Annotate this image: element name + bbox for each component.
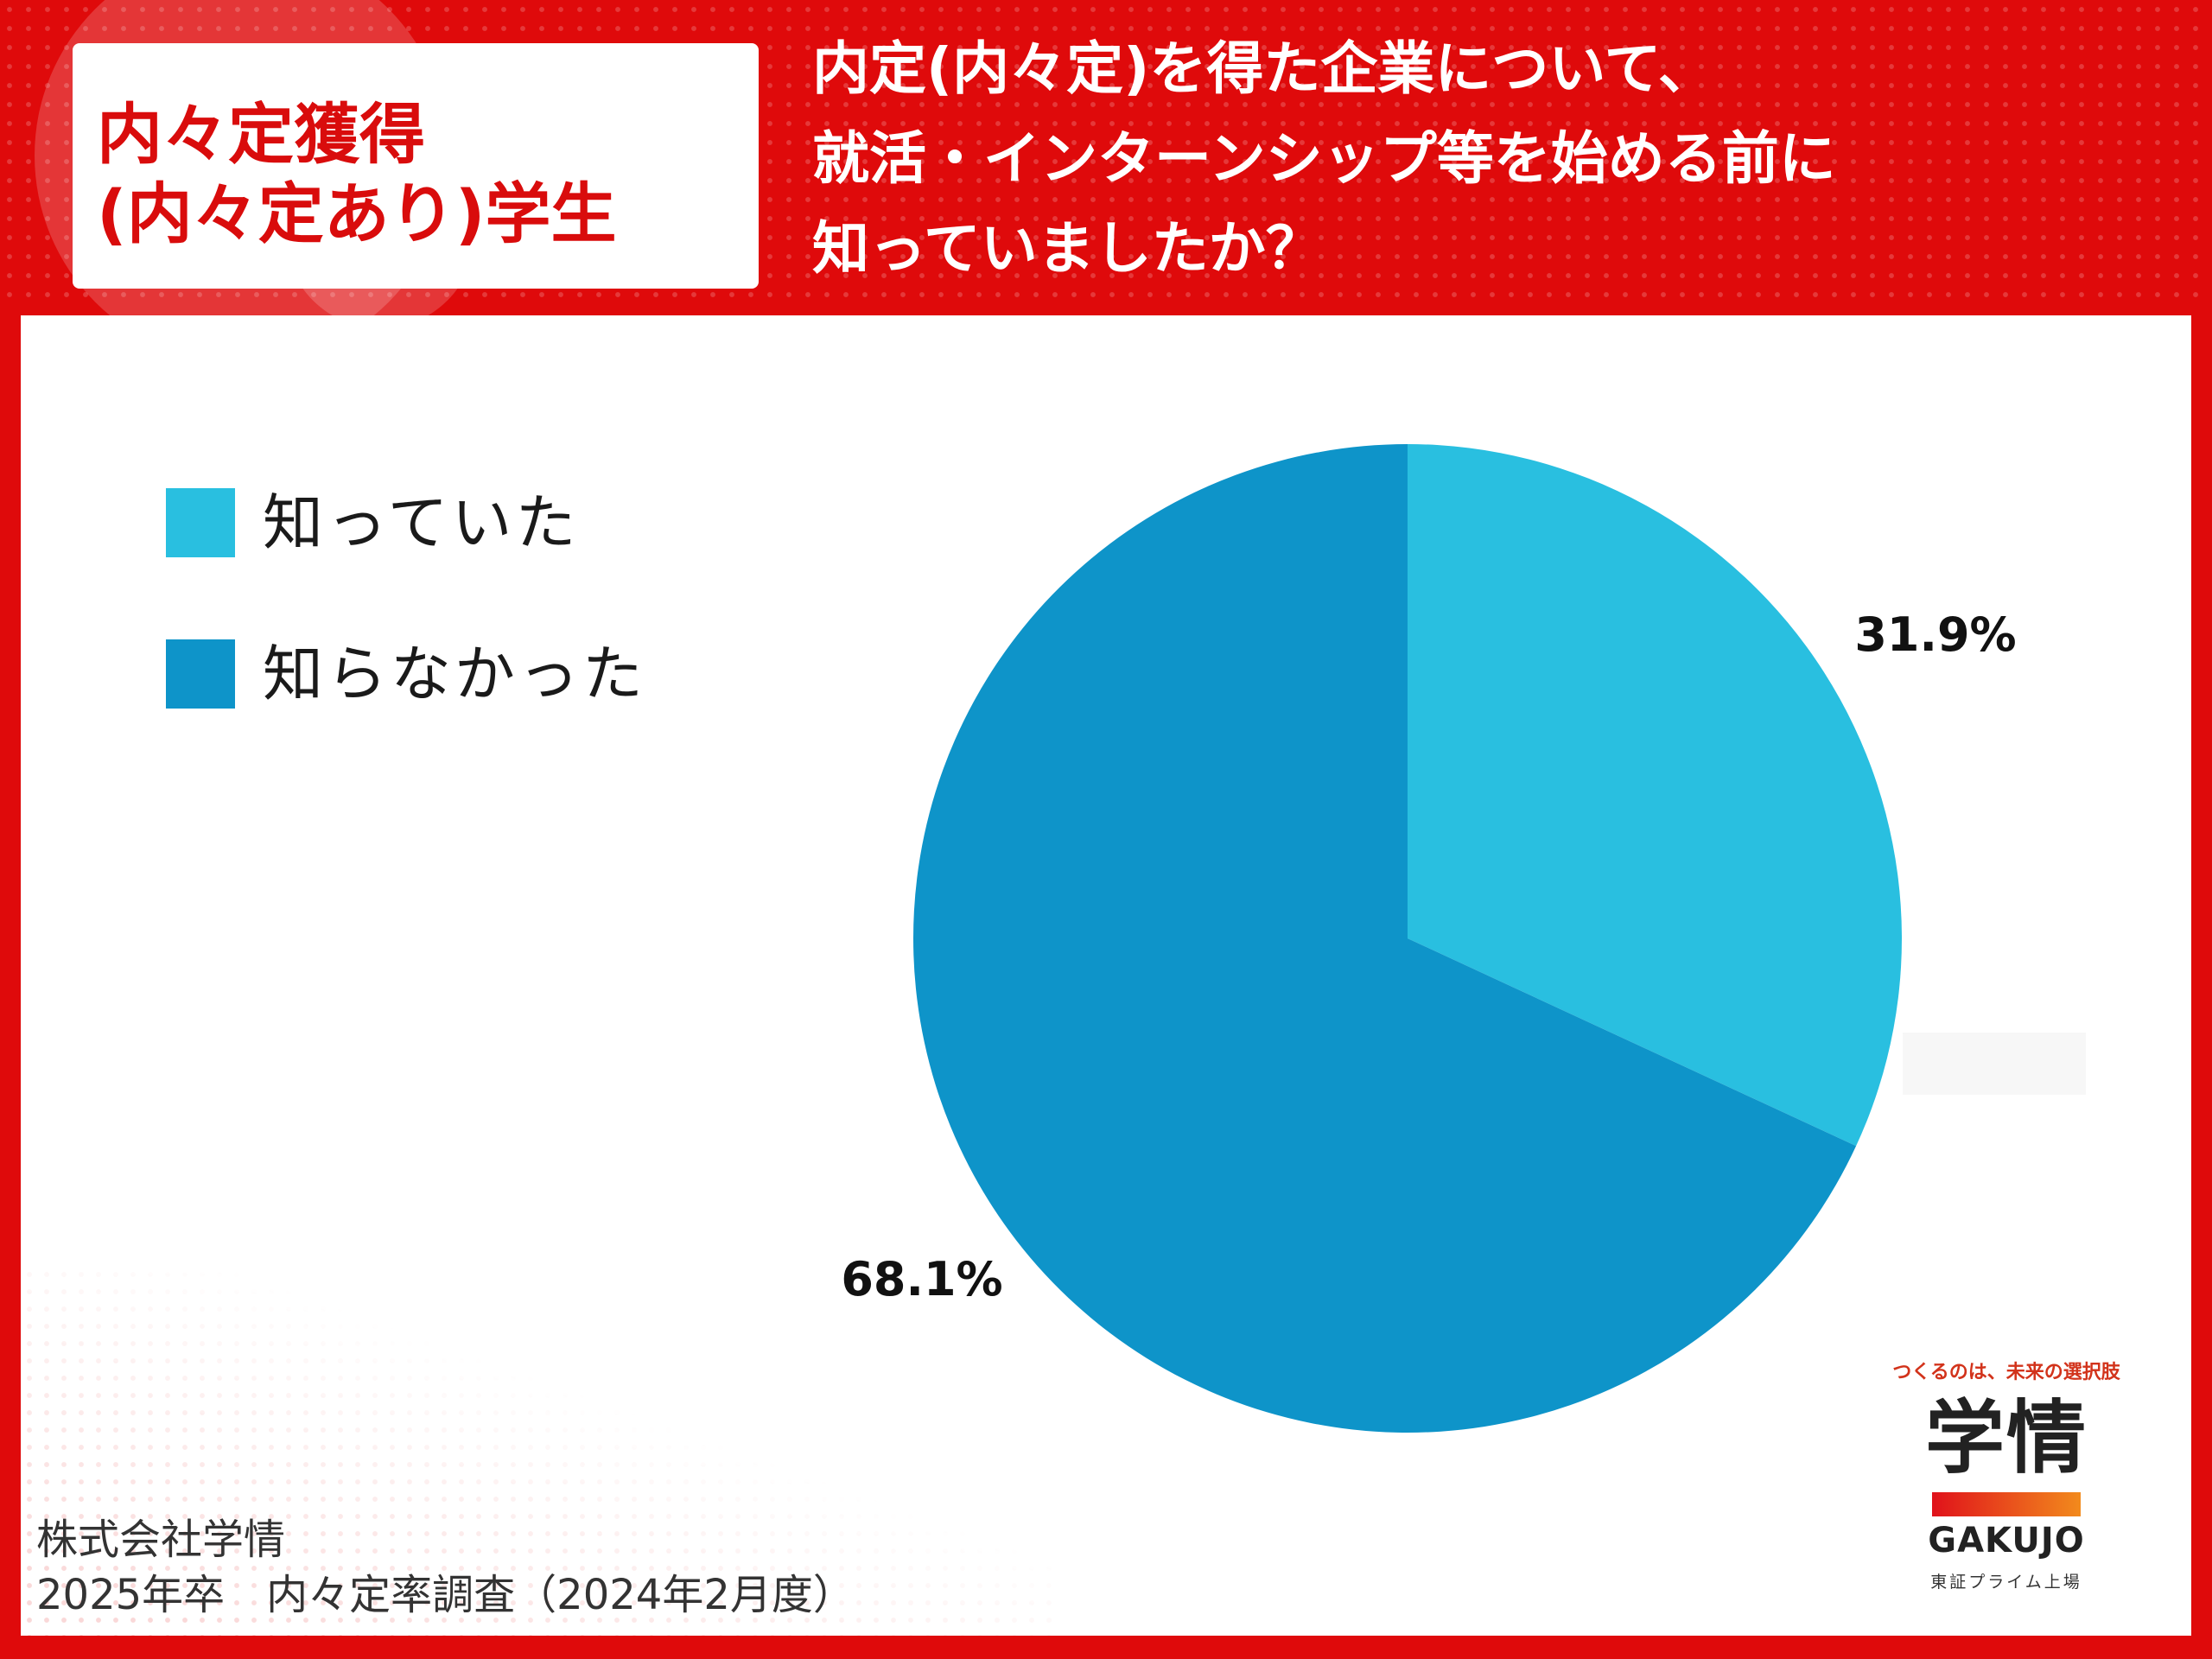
- pie-chart: 31.9% 68.1%: [841, 443, 2017, 1433]
- pie-slice-knew: [1408, 444, 1902, 1147]
- legend-label-knew: 知っていた: [263, 487, 580, 558]
- logo-tagline: つくるのは、未来の選択肢: [1892, 1362, 2120, 1383]
- legend-swatch-knew: [166, 488, 235, 557]
- source-credit: 株式会社学情 2025年卒 内々定率調査（2024年2月度）: [36, 1516, 855, 1619]
- blank-placeholder-box: [1903, 1033, 2086, 1095]
- logo-subtitle: 東証プライム上場: [1930, 1573, 2082, 1592]
- pie-value-label-didnt-know: 68.1%: [841, 1252, 1002, 1306]
- pie-slice-didnt-know: [912, 443, 1857, 1433]
- survey-question: 内定(内々定)を得た企業について、 就活・インターンシップ等を始める前に 知って…: [812, 35, 1836, 282]
- logo-name: GAKUJO: [1928, 1521, 2085, 1560]
- gakujo-logo: つくるのは、未来の選択肢 学情 GAKUJO 東証プライム上場: [1882, 1357, 2131, 1616]
- segment-tag-label: 内々定獲得 (内々定あり)学生: [97, 96, 617, 252]
- pie-value-label-knew: 31.9%: [1854, 607, 2016, 662]
- logo-mark: 学情: [1924, 1392, 2088, 1484]
- legend-swatch-didnt-know: [166, 639, 235, 709]
- decorative-dot-pattern: [21, 1266, 1058, 1636]
- segment-tag: 内々定獲得 (内々定あり)学生: [73, 43, 759, 289]
- legend-label-didnt-know: 知らなかった: [263, 639, 646, 709]
- chart-panel: 知っていた 知らなかった 31.9% 68.1%: [21, 315, 2191, 1636]
- logo-color-bar: [1932, 1492, 2081, 1516]
